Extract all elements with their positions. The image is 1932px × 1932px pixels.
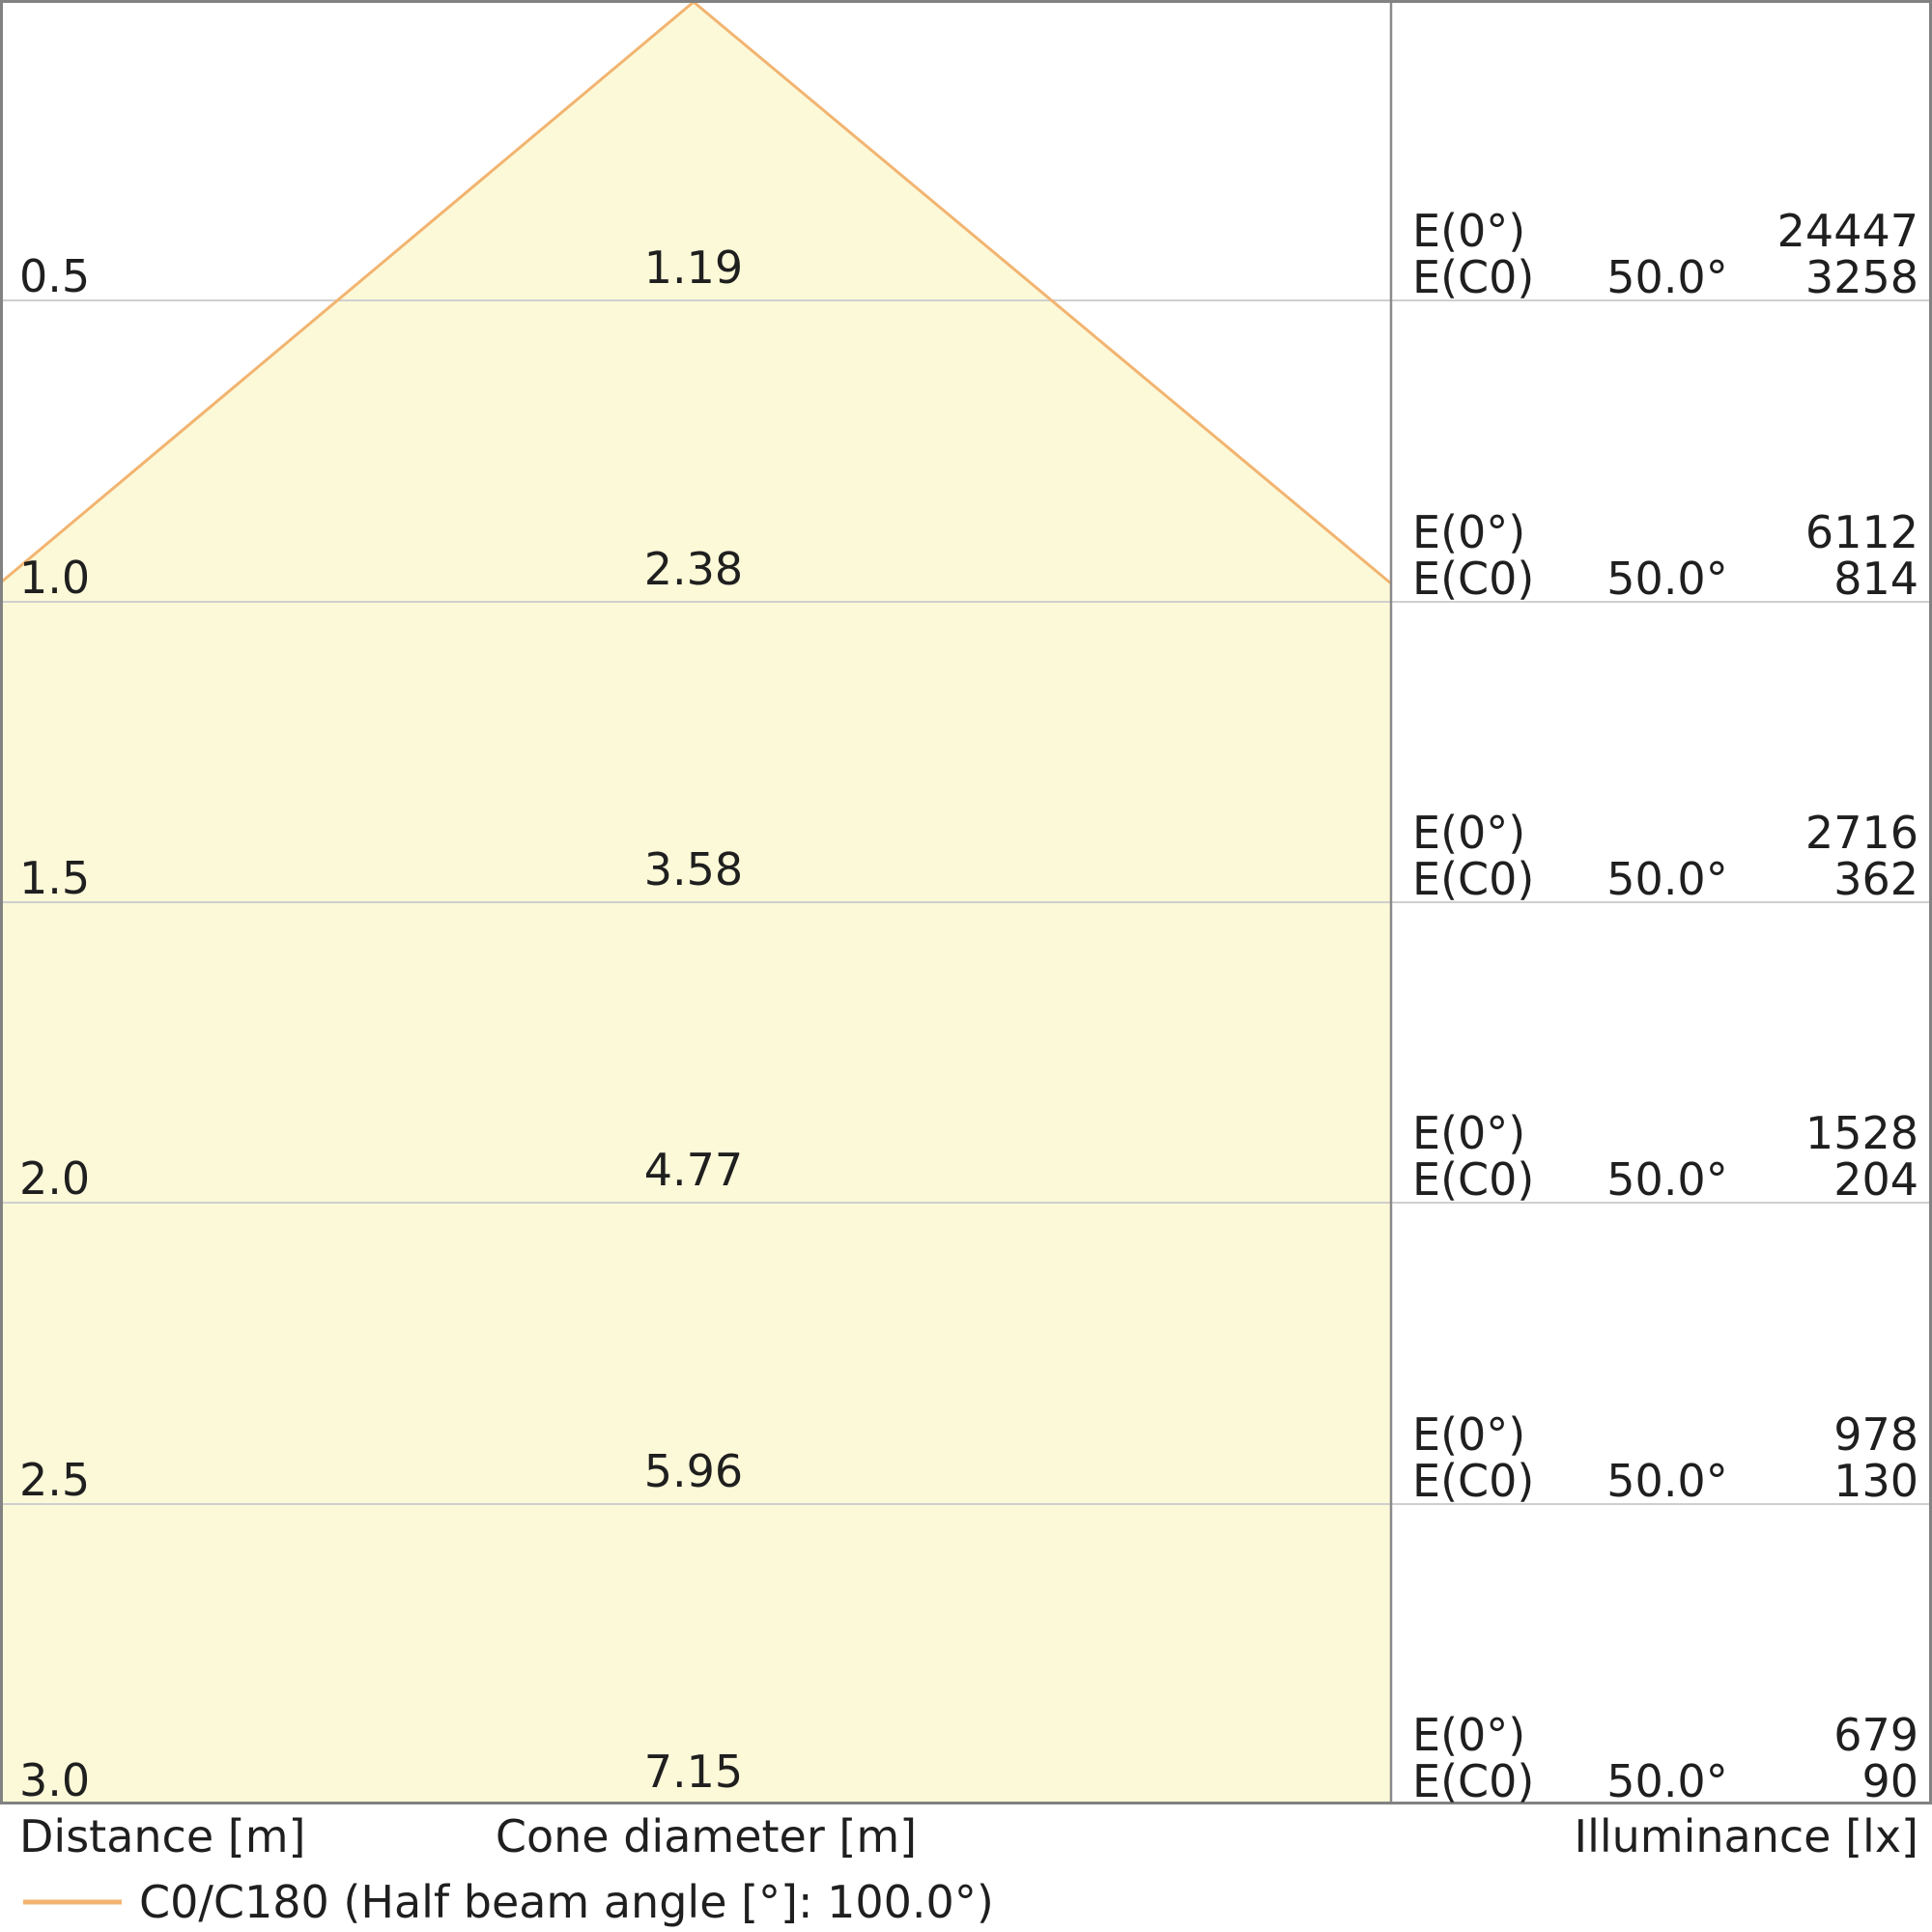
plot-border bbox=[0, 0, 1932, 1804]
distance-label: 1.5 bbox=[19, 852, 90, 904]
distance-label: 0.5 bbox=[19, 250, 90, 302]
ec0-angle: 50.0° bbox=[1606, 853, 1727, 905]
ec0-value: 90 bbox=[1861, 1755, 1918, 1807]
ec0-angle: 50.0° bbox=[1606, 251, 1727, 303]
ec0-value: 362 bbox=[1833, 853, 1918, 905]
distance-label: 2.0 bbox=[19, 1152, 90, 1205]
legend: C0/C180 (Half beam angle [°]: 100.0°) bbox=[23, 1876, 994, 1928]
table-row: 2.0 4.77 E(0°) 1528 E(C0) 50.0° 204 bbox=[19, 1107, 1918, 1206]
table-row: 3.0 7.15 E(0°) 679 E(C0) 50.0° 90 bbox=[19, 1709, 1918, 1807]
beam-edge-lines bbox=[1, 0, 1392, 585]
table-row: 0.5 1.19 E(0°) 24447 E(C0) 50.0° 3258 bbox=[19, 205, 1918, 303]
e0-value: 679 bbox=[1833, 1709, 1918, 1761]
table-row: 1.5 3.58 E(0°) 2716 E(C0) 50.0° 362 bbox=[19, 807, 1918, 905]
cone-diameter-value: 3.58 bbox=[644, 843, 743, 895]
axis-labels: Distance [m] Cone diameter [m] Illuminan… bbox=[19, 1810, 1918, 1862]
ec0-value: 130 bbox=[1833, 1455, 1918, 1507]
beam-edge-right-line bbox=[693, 0, 1392, 585]
e0-label: E(0°) bbox=[1412, 1107, 1525, 1159]
e0-label: E(0°) bbox=[1412, 205, 1525, 257]
distance-label: 1.0 bbox=[19, 552, 90, 604]
e0-value: 6112 bbox=[1805, 506, 1918, 558]
e0-label: E(0°) bbox=[1412, 807, 1525, 859]
illuminance-axis-label: Illuminance [lx] bbox=[1575, 1810, 1918, 1862]
ec0-label: E(C0) bbox=[1412, 553, 1534, 605]
table-row: 2.5 5.96 E(0°) 978 E(C0) 50.0° 130 bbox=[19, 1408, 1918, 1507]
e0-value: 2716 bbox=[1805, 807, 1918, 859]
ec0-label: E(C0) bbox=[1412, 1153, 1534, 1206]
ec0-label: E(C0) bbox=[1412, 1755, 1534, 1807]
table-row: 1.0 2.38 E(0°) 6112 E(C0) 50.0° 814 bbox=[19, 506, 1918, 605]
e0-value: 978 bbox=[1833, 1408, 1918, 1461]
ec0-angle: 50.0° bbox=[1606, 553, 1727, 605]
distance-label: 2.5 bbox=[19, 1454, 90, 1506]
ec0-label: E(C0) bbox=[1412, 251, 1534, 303]
distance-axis-label: Distance [m] bbox=[19, 1810, 305, 1862]
cone-diameter-value: 4.77 bbox=[644, 1144, 743, 1196]
beam-edge-left-line bbox=[1, 0, 695, 583]
e0-label: E(0°) bbox=[1412, 1408, 1525, 1461]
e0-label: E(0°) bbox=[1412, 506, 1525, 558]
ec0-value: 814 bbox=[1833, 553, 1918, 605]
e0-value: 1528 bbox=[1805, 1107, 1918, 1159]
grid-lines bbox=[2, 299, 1930, 1505]
ec0-angle: 50.0° bbox=[1606, 1755, 1727, 1807]
ec0-label: E(C0) bbox=[1412, 1455, 1534, 1507]
cone-diameter-value: 1.19 bbox=[644, 242, 743, 294]
ec0-angle: 50.0° bbox=[1606, 1153, 1727, 1206]
cone-diameter-value: 7.15 bbox=[644, 1746, 743, 1798]
ec0-value: 3258 bbox=[1805, 251, 1918, 303]
e0-label: E(0°) bbox=[1412, 1709, 1525, 1761]
cone-diameter-value: 5.96 bbox=[644, 1445, 743, 1497]
cone-diameter-value: 2.38 bbox=[644, 543, 743, 595]
e0-value: 24447 bbox=[1777, 205, 1918, 257]
ec0-label: E(C0) bbox=[1412, 853, 1534, 905]
distance-label: 3.0 bbox=[19, 1754, 90, 1806]
legend-label: C0/C180 (Half beam angle [°]: 100.0°) bbox=[139, 1876, 994, 1928]
ec0-angle: 50.0° bbox=[1606, 1455, 1727, 1507]
cone-diameter-axis-label: Cone diameter [m] bbox=[496, 1810, 917, 1862]
ec0-value: 204 bbox=[1833, 1153, 1918, 1206]
